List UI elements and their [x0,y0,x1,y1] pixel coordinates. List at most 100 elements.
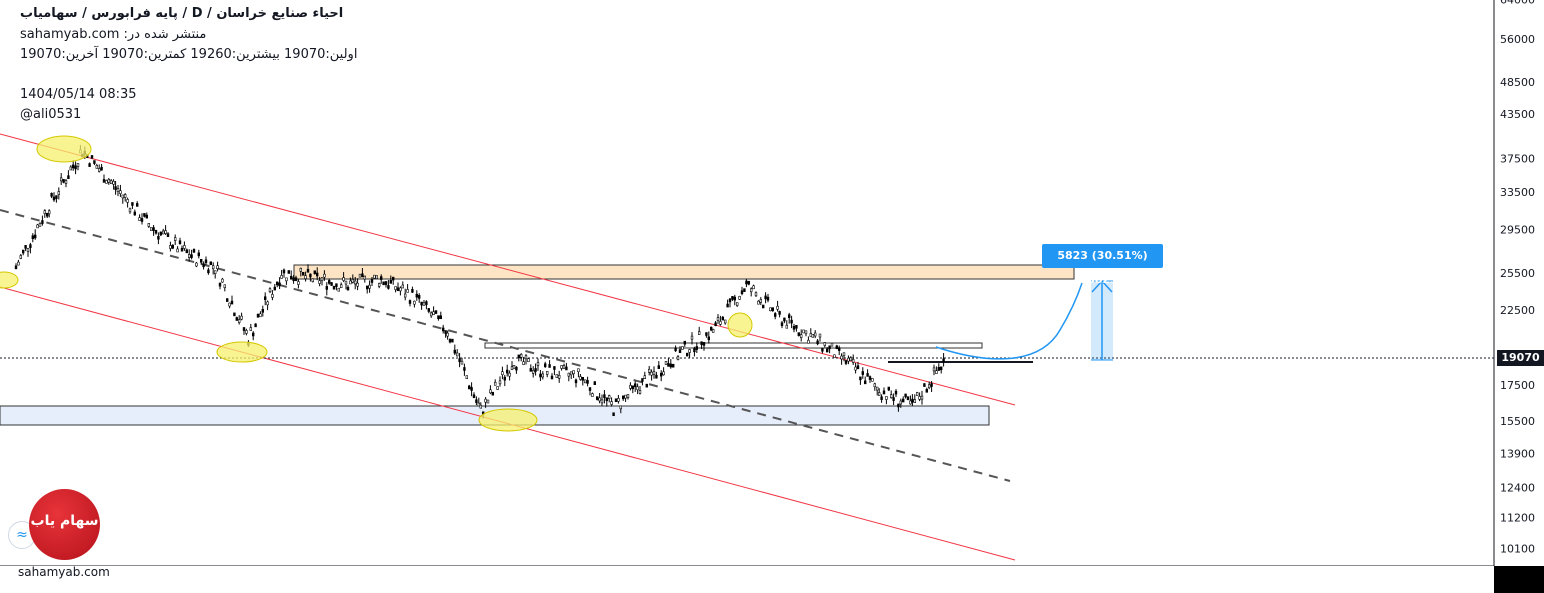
measure-label[interactable]: 5823 (30.51%) 5823 [1042,244,1163,286]
candle-body [154,229,158,234]
resistance-zone[interactable] [293,264,1075,280]
candle-body [721,316,725,321]
candle-body [263,296,267,301]
candle-body [688,349,691,353]
candle-body [330,282,333,286]
candle-body [603,394,606,398]
candle-body [927,384,931,389]
projection-curve[interactable] [935,282,1083,360]
candle-body [776,305,779,310]
candle-body [562,365,566,369]
candle-body [723,319,727,324]
candle-body [95,165,99,169]
candle-body [837,347,841,351]
candle-body [728,298,732,303]
channel-upper-line[interactable] [0,133,1016,406]
candle-body [655,374,658,379]
channel-mid-line[interactable] [0,209,1011,482]
candle-body [285,277,288,282]
y-tick-label: 11200 [1500,512,1535,525]
candle-body [313,270,316,275]
candle-body [119,190,122,194]
candle-body [116,188,120,193]
candle-body [539,373,542,378]
candle-body [287,270,290,274]
candle-body [600,399,604,404]
candle-body [581,377,585,381]
candle-body [785,324,789,329]
candle-body [365,285,369,290]
candle-body [406,289,409,293]
highlight-ellipse[interactable] [727,312,753,338]
candle-body [238,319,241,323]
candle-body [595,396,599,400]
candle-body [707,336,711,341]
candle-body [629,385,632,389]
candle-body [382,281,385,286]
candle-body [339,284,343,289]
highlight-ellipse[interactable] [216,341,268,363]
candle-body [420,301,423,306]
candle-body [501,371,504,375]
candle-body [102,179,106,183]
candle-body [939,366,943,371]
candle-body [569,371,573,376]
candle-body [690,335,694,340]
candle-body [384,281,388,285]
candle-body [470,387,473,391]
candle-body [747,280,751,285]
candle-body [422,302,426,306]
candle-body [813,332,817,337]
candle-body [861,371,865,375]
highlight-ellipse[interactable] [478,408,538,432]
candle-body [920,395,924,400]
candle-body [230,300,234,305]
candle-body [894,390,898,395]
candle-body [519,354,523,358]
y-tick-label: 43500 [1500,108,1535,121]
neckline-box[interactable] [484,342,983,349]
candle-body [444,330,447,334]
candle-body [491,391,494,396]
candle-body [180,247,184,252]
candle-body [166,233,170,237]
candle-body [693,348,696,353]
candle-body [455,352,459,357]
candle-body [930,383,933,387]
candle-body [98,168,101,172]
candle-body [294,277,298,282]
candle-body [840,355,843,360]
candle-body [508,372,511,377]
candle-body [335,283,338,287]
candle-body [740,290,744,295]
candle-body [752,285,755,290]
candle-body [351,279,354,283]
candle-body [266,301,269,306]
candle-body [124,194,127,198]
candle-body [633,383,637,388]
candle-body [353,280,357,285]
candle-body [700,341,703,345]
candle-body [489,389,492,394]
candle-body [249,327,252,331]
candle-body [136,203,139,207]
candle-body [441,327,445,332]
candle-body [69,166,73,171]
candle-body [593,381,597,385]
candle-body [425,301,428,305]
candle-body [811,333,815,338]
candle-body [403,293,407,298]
candle-body [349,280,352,285]
candle-body [157,235,160,240]
candle-body [41,220,44,224]
candle-body [610,401,613,405]
candle-body [892,397,895,401]
highlight-ellipse[interactable] [36,135,92,163]
y-tick-label: 15500 [1500,415,1535,428]
y-tick-label: 12400 [1500,481,1535,494]
highlight-ellipse[interactable] [0,271,19,289]
candle-body [223,284,226,289]
candle-body [854,366,857,371]
candle-body [486,399,490,404]
